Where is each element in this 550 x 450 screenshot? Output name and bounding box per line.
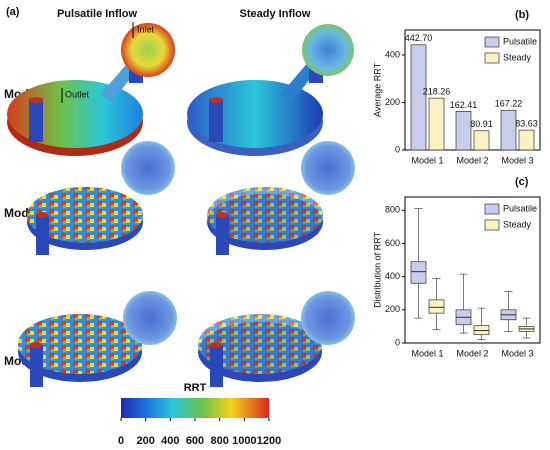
bar [455,111,472,151]
legend-swatch [484,219,500,231]
value-label: 167.22 [495,99,523,109]
y-tick-label: 400 [385,271,400,281]
x-tick-label: Model 3 [501,155,533,165]
box [410,261,427,284]
bar [518,129,535,151]
panel-label: (b) [515,9,529,21]
value-label: 83.63 [515,119,538,129]
legend-label: Steady [503,52,532,62]
value-label: 218.26 [423,87,451,97]
value-label: 162.41 [450,100,478,110]
y-tick-label: 0 [395,337,400,347]
model-2-renders [27,147,330,255]
y-tick-label: 400 [385,49,400,59]
legend-swatch [484,36,500,48]
colorbar-tick-label: 0 [118,435,124,447]
y-tick-label: 800 [385,205,400,215]
colorbar-tick-label: 800 [210,435,228,447]
y-tick-label: 200 [385,97,400,107]
panel-label: (a) [6,6,20,18]
colorbar-tick-label: 400 [161,435,179,447]
panel-label: (c) [515,176,529,188]
colorbar-tick-label: 200 [136,435,154,447]
y-tick-label: 0 [395,144,400,154]
colorbar-tick-label: 600 [186,435,204,447]
legend-swatch [484,52,500,64]
x-tick-label: Model 2 [456,155,488,165]
colorbar-tick-label: 1200 [257,435,281,447]
bar [473,130,490,151]
plot-frame [404,29,541,151]
panel-a: (a) Pulsatile Inflow Steady Inflow Model… [4,6,355,418]
column-title: Pulsatile Inflow [57,8,138,20]
y-tick-label: 200 [385,304,400,314]
bar [410,44,427,151]
x-tick-label: Model 3 [501,348,533,358]
value-label: 442.70 [405,33,433,43]
y-tick-label: 600 [385,238,400,248]
box [428,299,445,314]
y-axis-label: Average RRT [372,62,382,117]
legend-label: Pulsatile [503,203,537,213]
colorbar-title: RRT [184,382,207,394]
colorbar [121,398,269,418]
value-label: 80.91 [470,119,493,129]
cross-sections [121,23,355,345]
colorbar-tick-label: 1000 [232,435,256,447]
x-tick-label: Model 1 [411,348,443,358]
legend-label: Steady [503,219,532,229]
x-tick-label: Model 1 [411,155,443,165]
legend-label: Pulsatile [503,36,537,46]
annotation: Inlet [137,24,155,34]
plot-frame [404,196,541,344]
legend-swatch [484,203,500,215]
x-tick-label: Model 2 [456,348,488,358]
y-axis-label: Distribution of RRT [372,232,382,308]
bar [428,97,445,151]
annotation: Outlet [65,89,90,99]
bar [500,109,517,151]
column-title: Steady Inflow [240,8,311,20]
